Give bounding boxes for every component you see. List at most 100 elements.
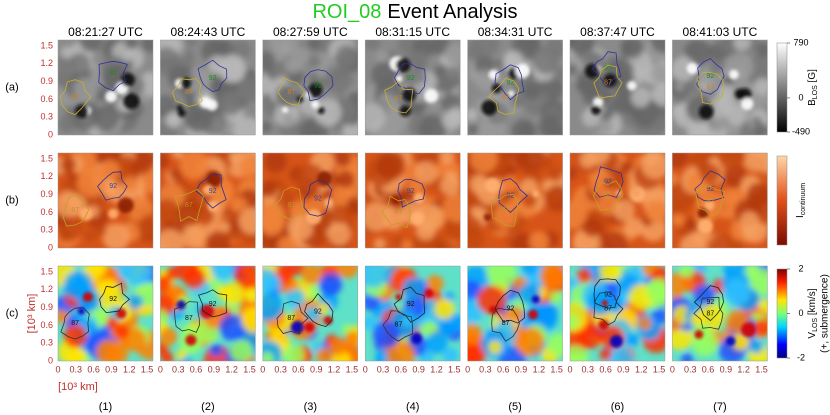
texture-blob	[284, 266, 305, 277]
texture-blob	[439, 153, 455, 165]
row-label: (b)	[5, 194, 18, 206]
contour	[174, 188, 205, 222]
x-tick-label: 0.3	[582, 364, 595, 374]
contour-label: 87	[287, 202, 295, 209]
texture-blob	[515, 327, 545, 357]
contour	[488, 77, 520, 115]
texture-blob	[624, 217, 644, 237]
texture-blob	[444, 43, 461, 65]
feature-blob	[78, 308, 85, 315]
texture-blob	[125, 266, 153, 286]
texture-blob	[509, 153, 530, 165]
texture-blob	[344, 330, 358, 346]
contour-label: 92	[314, 308, 322, 315]
texture-blob	[282, 114, 296, 127]
contour	[696, 71, 725, 105]
feature-blob	[410, 211, 425, 226]
column-time: 08:21:27 UTC	[68, 25, 143, 39]
texture-blob	[287, 214, 314, 241]
texture-blob	[655, 114, 665, 131]
contour-label: 92	[314, 195, 322, 202]
panel-frame	[672, 265, 768, 362]
texture-blob	[365, 266, 389, 288]
texture-blob	[502, 175, 518, 192]
x-tick-label: 0.9	[310, 364, 323, 374]
texture-blob	[337, 170, 355, 188]
texture-blob	[638, 316, 652, 331]
feature-blob	[686, 62, 699, 75]
texture-blob	[650, 40, 665, 54]
texture-blob	[586, 153, 610, 166]
panel-image	[570, 153, 665, 248]
feature-blob	[734, 88, 746, 100]
texture-blob	[184, 103, 214, 133]
texture-blob	[229, 339, 253, 361]
panel-texture	[467, 40, 563, 135]
contour-label: 87	[185, 202, 193, 209]
texture-blob	[169, 168, 182, 181]
texture-blob	[79, 40, 102, 52]
panel-texture	[160, 40, 256, 135]
texture-blob	[467, 210, 474, 221]
texture-blob	[476, 285, 506, 315]
colorbar	[776, 268, 788, 359]
contour-label: 92	[604, 65, 612, 72]
texture-blob	[467, 108, 479, 122]
texture-blob	[328, 337, 348, 356]
texture-blob	[685, 40, 712, 65]
panel: 92 87	[262, 39, 359, 136]
texture-blob	[58, 69, 72, 88]
contour	[59, 79, 92, 116]
panel-features	[176, 300, 215, 346]
x-tick-label: 0	[55, 364, 60, 374]
texture-blob	[308, 55, 321, 68]
texture-blob	[76, 168, 106, 198]
contour	[393, 286, 426, 323]
panel-image	[672, 40, 768, 135]
panel-frame	[672, 39, 768, 136]
texture-blob	[392, 235, 404, 248]
contour	[693, 285, 724, 322]
contour	[276, 300, 309, 335]
texture-blob	[160, 351, 174, 361]
texture-blob	[488, 340, 502, 355]
panel-frame	[262, 265, 359, 362]
texture-blob	[94, 225, 107, 238]
panel-texture	[262, 266, 358, 361]
panel-features	[481, 63, 530, 116]
feature-blob	[305, 209, 322, 225]
texture-blob	[58, 191, 82, 218]
contour-label: 87	[395, 209, 403, 216]
figure-title: ROI_08 Event Analysis	[312, 1, 517, 23]
y-tick-label: 1.2	[40, 284, 53, 294]
feature-blob	[317, 107, 325, 115]
panel-image	[58, 266, 153, 361]
panel-frame	[57, 265, 154, 362]
column-label: (6)	[611, 401, 624, 413]
texture-blob	[739, 211, 760, 232]
panel-features	[290, 315, 333, 334]
contour	[303, 179, 333, 217]
texture-blob	[160, 198, 180, 224]
panel-texture	[570, 266, 665, 361]
texture-blob	[674, 81, 685, 92]
texture-blob	[83, 229, 96, 242]
y-tick-label: 0.9	[40, 189, 53, 199]
texture-blob	[467, 280, 481, 300]
texture-blob	[677, 225, 690, 238]
texture-blob	[304, 306, 321, 323]
x-tick-label: 0	[670, 364, 675, 374]
column-time: 08:41:03 UTC	[683, 25, 758, 39]
contour-label: 92	[707, 73, 715, 80]
texture-blob	[547, 166, 563, 182]
texture-blob	[633, 103, 658, 128]
texture-blob	[160, 153, 170, 170]
panel-texture	[570, 153, 665, 248]
contour-label: 92	[407, 301, 415, 308]
feature-blob	[206, 171, 222, 187]
panel-features	[78, 292, 127, 319]
panel: 92 87	[364, 39, 461, 136]
panel: 92 87	[569, 152, 666, 249]
contour	[274, 186, 304, 221]
x-tick-label: 0.9	[617, 364, 630, 374]
